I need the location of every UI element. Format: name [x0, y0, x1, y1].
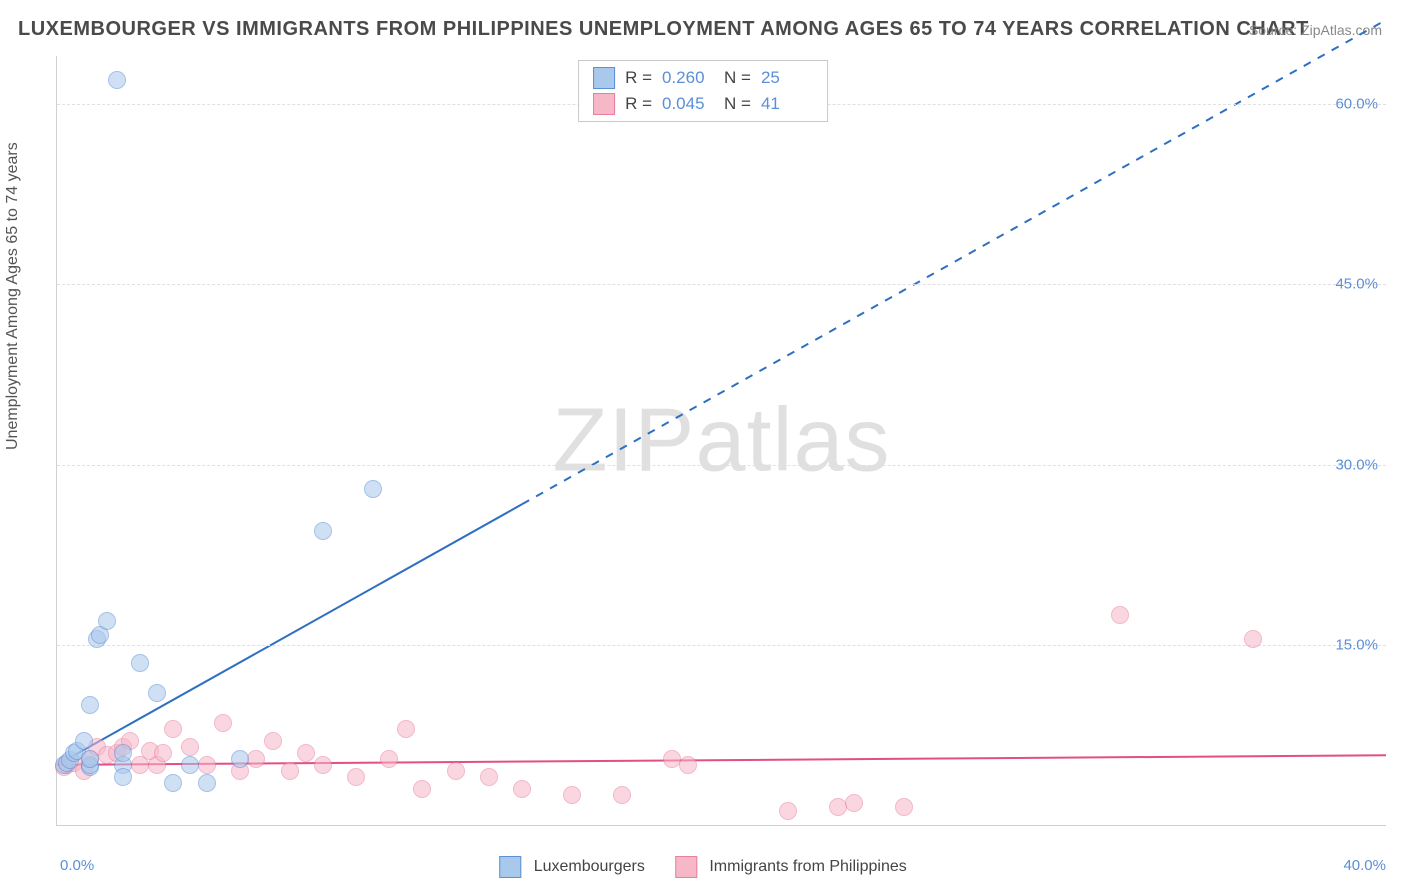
data-point: [148, 684, 166, 702]
x-axis-tick-max: 40.0%: [1343, 857, 1386, 874]
data-point: [563, 786, 581, 804]
data-point: [480, 768, 498, 786]
data-point: [679, 756, 697, 774]
data-point: [297, 744, 315, 762]
n-value: 41: [761, 94, 813, 114]
data-point: [214, 714, 232, 732]
trend-lines-layer: [57, 56, 1386, 825]
data-point: [114, 768, 132, 786]
y-axis-label: Unemployment Among Ages 65 to 74 years: [4, 142, 22, 450]
data-point: [154, 744, 172, 762]
data-point: [314, 756, 332, 774]
source-attribution: Source: ZipAtlas.com: [1249, 22, 1382, 38]
stats-row-series-2: R = 0.045 N = 41: [593, 91, 813, 117]
data-point: [779, 802, 797, 820]
legend-label: Immigrants from Philippines: [709, 858, 906, 875]
data-point: [413, 780, 431, 798]
gridline: [57, 284, 1386, 285]
data-point: [131, 654, 149, 672]
legend-item-2: Immigrants from Philippines: [675, 856, 907, 878]
data-point: [81, 750, 99, 768]
data-point: [247, 750, 265, 768]
data-point: [380, 750, 398, 768]
legend-item-1: Luxembourgers: [499, 856, 645, 878]
data-point: [281, 762, 299, 780]
data-point: [75, 732, 93, 750]
data-point: [231, 750, 249, 768]
legend: Luxembourgers Immigrants from Philippine…: [499, 856, 906, 878]
n-label: N =: [724, 68, 751, 88]
r-label: R =: [625, 94, 652, 114]
scatter-plot-area: ZIPatlas 15.0%30.0%45.0%60.0%: [56, 56, 1386, 826]
data-point: [845, 794, 863, 812]
data-point: [114, 744, 132, 762]
data-point: [164, 720, 182, 738]
swatch-icon: [499, 856, 521, 878]
data-point: [613, 786, 631, 804]
data-point: [397, 720, 415, 738]
data-point: [1244, 630, 1262, 648]
data-point: [513, 780, 531, 798]
r-value: 0.045: [662, 94, 714, 114]
x-axis-tick-min: 0.0%: [60, 857, 94, 874]
data-point: [663, 750, 681, 768]
stats-row-series-1: R = 0.260 N = 25: [593, 65, 813, 91]
chart-title: LUXEMBOURGER VS IMMIGRANTS FROM PHILIPPI…: [18, 18, 1309, 41]
data-point: [1111, 606, 1129, 624]
y-axis-tick: 30.0%: [1335, 456, 1378, 473]
data-point: [181, 756, 199, 774]
data-point: [314, 522, 332, 540]
swatch-icon: [675, 856, 697, 878]
n-value: 25: [761, 68, 813, 88]
swatch-icon: [593, 67, 615, 89]
gridline: [57, 645, 1386, 646]
r-label: R =: [625, 68, 652, 88]
data-point: [347, 768, 365, 786]
r-value: 0.260: [662, 68, 714, 88]
y-axis-tick: 60.0%: [1335, 96, 1378, 113]
y-axis-tick: 15.0%: [1335, 636, 1378, 653]
data-point: [198, 756, 216, 774]
data-point: [98, 612, 116, 630]
n-label: N =: [724, 94, 751, 114]
gridline: [57, 465, 1386, 466]
data-point: [829, 798, 847, 816]
correlation-stats-box: R = 0.260 N = 25 R = 0.045 N = 41: [578, 60, 828, 122]
swatch-icon: [593, 93, 615, 115]
data-point: [264, 732, 282, 750]
data-point: [895, 798, 913, 816]
data-point: [364, 480, 382, 498]
data-point: [108, 71, 126, 89]
data-point: [164, 774, 182, 792]
data-point: [198, 774, 216, 792]
data-point: [447, 762, 465, 780]
data-point: [81, 696, 99, 714]
data-point: [181, 738, 199, 756]
y-axis-tick: 45.0%: [1335, 276, 1378, 293]
legend-label: Luxembourgers: [534, 858, 645, 875]
